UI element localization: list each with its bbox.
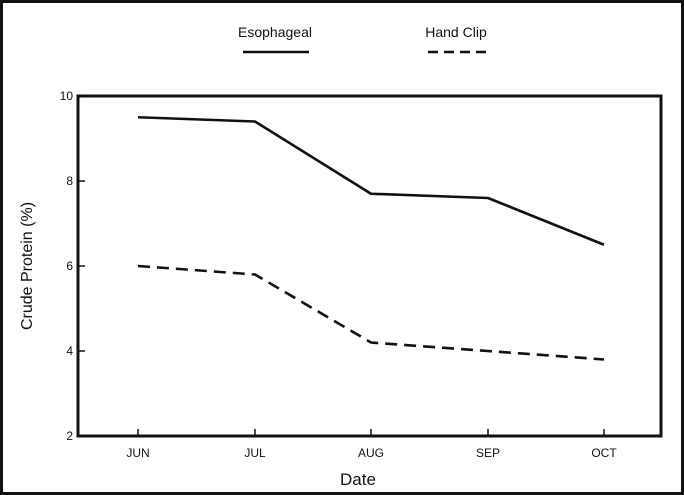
series-line-esophageal [137, 115, 605, 246]
x-tick-label: AUG [358, 446, 384, 460]
x-axis: JUN JUL AUG SEP OCT [126, 429, 617, 460]
x-tick-label: OCT [591, 446, 617, 460]
series-layer [137, 115, 605, 361]
y-tick-label: 4 [66, 344, 73, 358]
line-chart: Esophageal Hand Clip 2 4 6 8 10 JUN JUL AUG SEP… [19, 24, 663, 489]
x-tick-label: JUN [126, 446, 149, 460]
x-axis-title: Date [340, 470, 376, 489]
y-tick-label: 10 [60, 89, 74, 103]
plot-area-border [76, 94, 663, 438]
y-tick-label: 6 [66, 259, 73, 273]
x-tick-label: SEP [476, 446, 500, 460]
x-tick-label: JUL [244, 446, 266, 460]
y-axis: 2 4 6 8 10 [60, 89, 85, 443]
y-axis-title: Crude Protein (%) [19, 202, 36, 330]
y-tick-label: 2 [66, 429, 73, 443]
legend-label-hand-clip: Hand Clip [425, 24, 487, 40]
y-tick-label: 8 [66, 174, 73, 188]
legend: Esophageal Hand Clip [238, 24, 490, 54]
legend-label-esophageal: Esophageal [238, 24, 312, 40]
series-line-hand-clip [137, 264, 605, 361]
